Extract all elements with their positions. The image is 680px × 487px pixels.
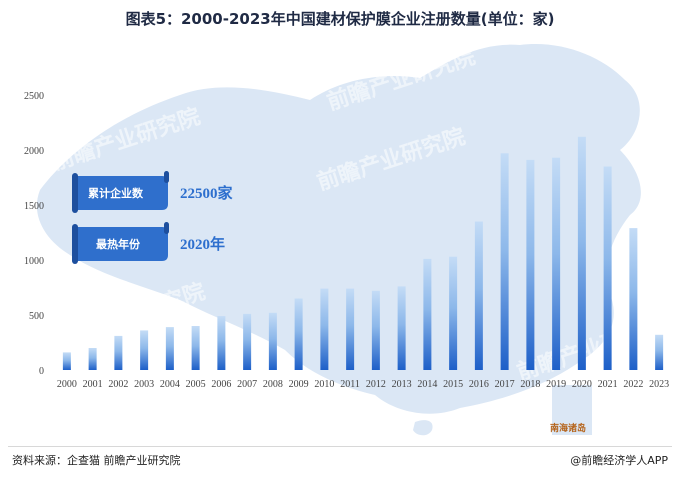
x-tick-label: 2017 xyxy=(495,379,515,390)
bar xyxy=(191,326,200,370)
x-tick-label: 2021 xyxy=(598,379,618,390)
callout-scroll-edge xyxy=(164,222,169,234)
bar xyxy=(62,352,71,370)
bar xyxy=(320,288,329,370)
y-tick-label: 2500 xyxy=(24,91,44,102)
south-sea-islands-box xyxy=(552,385,592,435)
x-tick-label: 2007 xyxy=(237,379,257,390)
callout-scroll-edge xyxy=(72,173,78,213)
bar xyxy=(526,159,535,370)
callout-scroll-edge xyxy=(72,224,78,264)
bar xyxy=(449,256,458,370)
brand-credit: @前瞻经济学人APP xyxy=(570,454,668,467)
y-axis: 0 500 1000 1500 2000 2500 xyxy=(24,91,44,377)
y-tick-label: 500 xyxy=(29,311,44,322)
x-axis: 2000 2001 2002 2003 2004 2005 2006 2007 2008 2009… xyxy=(57,379,669,390)
callout-label: 最热年份 xyxy=(96,237,141,251)
callout-scroll-edge xyxy=(164,171,169,183)
callout-banner xyxy=(76,227,168,261)
bar xyxy=(655,334,664,370)
x-tick-label: 2022 xyxy=(623,379,643,390)
x-tick-label: 2009 xyxy=(289,379,309,390)
x-tick-label: 2014 xyxy=(417,379,437,390)
bar xyxy=(268,312,277,370)
bar xyxy=(603,166,612,370)
x-tick-label: 2002 xyxy=(108,379,128,390)
bar xyxy=(243,313,252,370)
bar xyxy=(88,348,97,370)
x-tick-label: 2006 xyxy=(211,379,231,390)
bar xyxy=(423,258,432,370)
x-tick-label: 2001 xyxy=(83,379,103,390)
china-map-silhouette xyxy=(36,44,641,414)
y-tick-label: 1000 xyxy=(24,256,44,267)
x-tick-label: 2023 xyxy=(649,379,669,390)
x-tick-label: 2018 xyxy=(520,379,540,390)
x-tick-label: 2003 xyxy=(134,379,154,390)
x-tick-label: 2000 xyxy=(57,379,77,390)
hainan-island xyxy=(413,420,433,436)
x-tick-label: 2015 xyxy=(443,379,463,390)
x-tick-label: 2005 xyxy=(186,379,206,390)
footer: 资料来源：企查猫 前瞻产业研究院 @前瞻经济学人APP xyxy=(0,452,680,472)
bar xyxy=(577,136,586,370)
callout-hottest-year: 最热年份 2020年 xyxy=(72,222,225,264)
y-tick-label: 1500 xyxy=(24,201,44,212)
y-tick-label: 2000 xyxy=(24,146,44,157)
bar xyxy=(217,316,226,370)
bar xyxy=(397,286,406,370)
watermark-text: 前瞻产业研究院 xyxy=(54,278,209,350)
x-tick-label: 2012 xyxy=(366,379,386,390)
bar xyxy=(500,153,509,370)
x-tick-label: 2020 xyxy=(572,379,592,390)
bar xyxy=(371,290,380,370)
bar xyxy=(140,330,149,370)
x-tick-label: 2004 xyxy=(160,379,180,390)
bar xyxy=(346,288,355,370)
bar-series xyxy=(62,136,664,370)
callout-value: 2020年 xyxy=(180,235,225,253)
x-tick-label: 2010 xyxy=(314,379,334,390)
bar xyxy=(114,335,123,370)
bar xyxy=(294,298,303,370)
bar xyxy=(165,327,174,370)
callout-label: 累计企业数 xyxy=(88,186,144,200)
source-note: 资料来源：企查猫 前瞻产业研究院 xyxy=(12,454,181,467)
x-tick-label: 2016 xyxy=(469,379,489,390)
bar xyxy=(629,228,638,370)
south-sea-islands-label: 南海诸岛 xyxy=(550,422,586,434)
bar xyxy=(474,221,483,370)
chart-title: 图表5：2000-2023年中国建材保护膜企业注册数量(单位：家) xyxy=(125,10,555,28)
x-tick-label: 2019 xyxy=(546,379,566,390)
x-tick-label: 2013 xyxy=(392,379,412,390)
x-tick-label: 2011 xyxy=(340,379,360,390)
bar xyxy=(552,157,561,370)
footer-divider xyxy=(8,446,672,447)
callout-total-companies: 累计企业数 22500家 xyxy=(72,171,233,213)
callout-banner xyxy=(76,176,168,210)
y-tick-label: 0 xyxy=(39,366,44,377)
callout-value: 22500家 xyxy=(180,184,233,202)
x-tick-label: 2008 xyxy=(263,379,283,390)
